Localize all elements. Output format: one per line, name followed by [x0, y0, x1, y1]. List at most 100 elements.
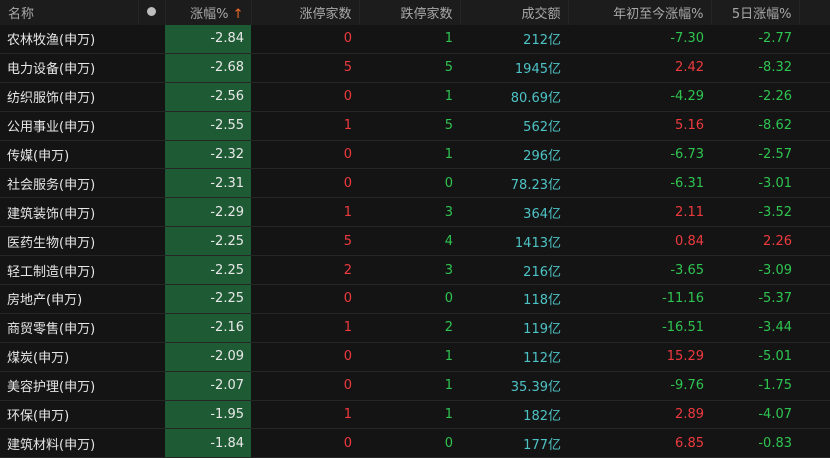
sector-name: 房地产(申万): [0, 284, 138, 314]
extra-cell: [799, 255, 830, 286]
change-pct: -1.95: [165, 400, 251, 430]
extra-cell: [799, 284, 830, 314]
limit-up-count: 0: [251, 25, 359, 54]
sector-name: 建筑装饰(申万): [0, 197, 138, 228]
header-name[interactable]: 名称: [0, 0, 139, 25]
extra-cell: [799, 197, 830, 228]
header-chg-label: 涨幅%: [190, 7, 229, 22]
table-row[interactable]: 社会服务(申万) -2.31 0 0 78.23亿 -6.31 -3.01: [0, 168, 830, 199]
volume: 212亿: [460, 25, 568, 54]
ytd-change: 0.84: [568, 226, 711, 257]
ytd-change: -16.51: [568, 313, 711, 343]
table-row[interactable]: 电力设备(申万) -2.68 5 5 1945亿 2.42 -8.32: [0, 53, 830, 83]
limit-up-count: 1: [251, 197, 359, 228]
table-row[interactable]: 公用事业(申万) -2.55 1 5 562亿 5.16 -8.62: [0, 111, 830, 141]
limit-down-count: 4: [359, 226, 460, 257]
volume: 562亿: [460, 111, 568, 141]
dot-cell: [138, 53, 165, 83]
sector-name: 商贸零售(申万): [0, 313, 138, 343]
table-row[interactable]: 房地产(申万) -2.25 0 0 118亿 -11.16 -5.37: [0, 284, 830, 314]
extra-cell: [799, 168, 830, 199]
dot-cell: [138, 111, 165, 141]
5d-change: -5.37: [711, 284, 799, 314]
sort-arrow-icon: ↑: [232, 7, 244, 22]
limit-up-count: 0: [251, 342, 359, 372]
table-row[interactable]: 农林牧渔(申万) -2.84 0 1 212亿 -7.30 -2.77: [0, 25, 830, 54]
header-limit-up[interactable]: 涨停家数: [251, 0, 360, 25]
header-ytd[interactable]: 年初至今涨幅%: [568, 0, 712, 25]
volume: 80.69亿: [460, 82, 568, 112]
table-row[interactable]: 纺织服饰(申万) -2.56 0 1 80.69亿 -4.29 -2.26: [0, 82, 830, 112]
change-pct: -2.16: [165, 313, 251, 343]
dot-cell: [138, 342, 165, 372]
ytd-change: 2.42: [568, 53, 711, 83]
table-row[interactable]: 煤炭(申万) -2.09 0 1 112亿 15.29 -5.01: [0, 342, 830, 372]
sector-name: 社会服务(申万): [0, 168, 138, 199]
ytd-change: -3.65: [568, 255, 711, 286]
header-5d[interactable]: 5日涨幅%: [711, 0, 800, 25]
dot-cell: [138, 313, 165, 343]
limit-up-count: 0: [251, 284, 359, 314]
change-pct: -2.84: [165, 25, 251, 54]
limit-up-count: 0: [251, 428, 359, 458]
ytd-change: -6.73: [568, 140, 711, 170]
5d-change: -0.83: [711, 428, 799, 458]
limit-down-count: 1: [359, 25, 460, 54]
limit-down-count: 0: [359, 168, 460, 199]
sector-name: 农林牧渔(申万): [0, 25, 138, 54]
limit-up-count: 1: [251, 400, 359, 430]
sector-name: 纺织服饰(申万): [0, 82, 138, 112]
5d-change: -8.62: [711, 111, 799, 141]
limit-down-count: 1: [359, 140, 460, 170]
table-row[interactable]: 轻工制造(申万) -2.25 2 3 216亿 -3.65 -3.09: [0, 255, 830, 286]
dot-cell: [138, 82, 165, 112]
dot-cell: [138, 255, 165, 286]
ytd-change: 2.11: [568, 197, 711, 228]
extra-cell: [799, 371, 830, 401]
extra-cell: [799, 400, 830, 430]
dot-cell: [138, 168, 165, 199]
table-row[interactable]: 建筑装饰(申万) -2.29 1 3 364亿 2.11 -3.52: [0, 197, 830, 228]
ytd-change: -6.31: [568, 168, 711, 199]
extra-cell: [799, 313, 830, 343]
ytd-change: -4.29: [568, 82, 711, 112]
table-row[interactable]: 美容护理(申万) -2.07 0 1 35.39亿 -9.76 -1.75: [0, 371, 830, 401]
ytd-change: 15.29: [568, 342, 711, 372]
sector-name: 环保(申万): [0, 400, 138, 430]
volume: 1945亿: [460, 53, 568, 83]
volume: 1413亿: [460, 226, 568, 257]
ytd-change: 5.16: [568, 111, 711, 141]
volume: 182亿: [460, 400, 568, 430]
5d-change: -8.32: [711, 53, 799, 83]
table-row[interactable]: 医药生物(申万) -2.25 5 4 1413亿 0.84 2.26: [0, 226, 830, 257]
limit-down-count: 3: [359, 255, 460, 286]
change-pct: -2.07: [165, 371, 251, 401]
sector-name: 轻工制造(申万): [0, 255, 138, 286]
header-volume[interactable]: 成交额: [460, 0, 569, 25]
ytd-change: -9.76: [568, 371, 711, 401]
limit-up-count: 0: [251, 168, 359, 199]
extra-cell: [799, 226, 830, 257]
header-chg[interactable]: 涨幅% ↑: [165, 0, 252, 25]
5d-change: -3.01: [711, 168, 799, 199]
header-limit-down[interactable]: 跌停家数: [359, 0, 461, 25]
limit-up-count: 1: [251, 111, 359, 141]
limit-up-count: 1: [251, 313, 359, 343]
ytd-change: 6.85: [568, 428, 711, 458]
5d-change: -3.52: [711, 197, 799, 228]
limit-down-count: 3: [359, 197, 460, 228]
volume: 364亿: [460, 197, 568, 228]
limit-down-count: 5: [359, 111, 460, 141]
header-dot[interactable]: [138, 0, 166, 25]
table-row[interactable]: 建筑材料(申万) -1.84 0 0 177亿 6.85 -0.83: [0, 428, 830, 458]
change-pct: -2.56: [165, 82, 251, 112]
table-row[interactable]: 商贸零售(申万) -2.16 1 2 119亿 -16.51 -3.44: [0, 313, 830, 343]
dot-icon: [147, 7, 156, 16]
table-row[interactable]: 传媒(申万) -2.32 0 1 296亿 -6.73 -2.57: [0, 140, 830, 170]
change-pct: -2.55: [165, 111, 251, 141]
table-row[interactable]: 环保(申万) -1.95 1 1 182亿 2.89 -4.07: [0, 400, 830, 430]
change-pct: -1.84: [165, 428, 251, 458]
limit-down-count: 1: [359, 400, 460, 430]
change-pct: -2.25: [165, 226, 251, 257]
extra-cell: [799, 53, 830, 83]
